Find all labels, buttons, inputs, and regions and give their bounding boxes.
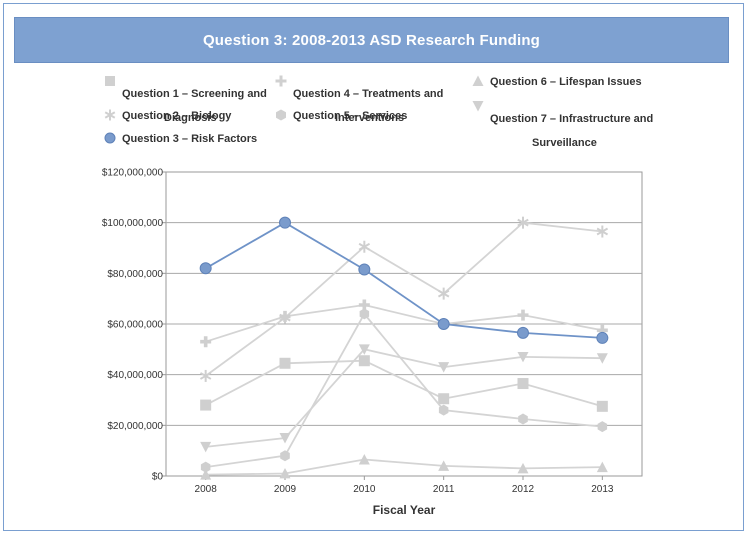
series-line xyxy=(205,221,603,339)
y-tick-label: $0 xyxy=(152,472,164,483)
data-point xyxy=(358,454,370,465)
y-tick-label: $100,000,000 xyxy=(102,218,164,229)
series-line xyxy=(205,221,603,377)
legend-q5-label: Question 5 – Services xyxy=(293,110,408,122)
chart-legend: Question 1 – Screening and Diagnosis Que… xyxy=(0,0,750,160)
circle-marker-icon xyxy=(104,132,116,144)
legend-q7-line1: Question 7 – Infrastructure and xyxy=(490,113,654,125)
data-point xyxy=(438,362,450,373)
data-point xyxy=(596,225,609,238)
triangle-up-marker-icon xyxy=(472,75,484,86)
series-line xyxy=(205,348,603,448)
data-point xyxy=(596,461,608,473)
x-tick-label: 2009 xyxy=(274,484,297,495)
legend-item-q2: Question 2 – Biology xyxy=(104,109,232,122)
chart-frame xyxy=(3,3,744,531)
legend-q1-line1: Question 1 – Screening and xyxy=(122,88,267,100)
x-axis-title: Fiscal Year xyxy=(373,503,436,517)
data-point xyxy=(358,263,371,276)
y-tick-label: $120,000,000 xyxy=(102,168,164,179)
data-point xyxy=(437,287,450,300)
data-point xyxy=(438,404,449,416)
data-point xyxy=(437,318,450,330)
y-tick-label: $20,000,000 xyxy=(107,421,163,432)
data-point xyxy=(279,310,291,322)
legend-item-q6: Question 6 – Lifespan Issues xyxy=(472,75,642,88)
data-point xyxy=(199,262,212,275)
legend-q6-label: Question 6 – Lifespan Issues xyxy=(490,76,642,88)
data-point xyxy=(280,450,290,462)
data-point xyxy=(279,467,291,479)
series-line xyxy=(205,312,603,468)
legend-q3-label: Question 3 – Risk Factors xyxy=(122,133,258,145)
data-point xyxy=(279,216,291,229)
data-point xyxy=(200,441,212,453)
data-point xyxy=(517,216,529,229)
data-point xyxy=(596,400,608,412)
data-point xyxy=(279,357,291,369)
data-point xyxy=(200,461,211,473)
data-point xyxy=(200,469,212,480)
data-point xyxy=(517,309,529,321)
legend-q7-line2: Surveillance xyxy=(532,137,597,149)
y-tick-label: $60,000,000 xyxy=(107,320,163,331)
data-point xyxy=(358,344,370,355)
data-point xyxy=(359,308,370,320)
data-point xyxy=(200,399,212,411)
x-tick-label: 2010 xyxy=(353,484,376,495)
x-tick-label: 2011 xyxy=(433,484,455,495)
x-tick-label: 2012 xyxy=(512,484,535,495)
data-point xyxy=(438,460,450,471)
data-point xyxy=(597,421,608,433)
chart-title: Question 3: 2008-2013 ASD Research Fundi… xyxy=(14,17,729,63)
y-tick-label: $40,000,000 xyxy=(107,370,163,381)
x-tick-label: 2013 xyxy=(591,484,614,495)
legend-item-q1: Question 1 – Screening and Diagnosis xyxy=(104,76,267,136)
data-point xyxy=(358,240,371,253)
legend-item-q3: Question 3 – Risk Factors xyxy=(104,132,258,145)
legend-item-q7: Question 7 – Infrastructure and Surveill… xyxy=(472,101,653,161)
asterisk-marker-icon xyxy=(104,109,116,121)
x-tick-label: 2008 xyxy=(195,484,218,495)
series-line xyxy=(205,359,603,408)
data-point xyxy=(517,351,529,363)
series-line xyxy=(205,458,603,476)
data-point xyxy=(358,355,370,367)
hexagon-marker-icon xyxy=(276,109,286,121)
data-point xyxy=(438,393,450,405)
legend-q4-line1: Question 4 – Treatments and xyxy=(293,88,444,100)
data-point xyxy=(596,324,608,336)
legend-item-q4: Question 4 – Treatments and Intervention… xyxy=(275,75,444,136)
legend-q4-line2: Interventions xyxy=(335,112,405,124)
data-point xyxy=(517,462,529,474)
chart-title-text: Question 3: 2008-2013 ASD Research Fundi… xyxy=(202,31,541,49)
data-point xyxy=(518,413,528,425)
legend-q1-line2: Diagnosis xyxy=(164,112,217,124)
legend-item-q5: Question 5 – Services xyxy=(275,109,408,122)
plus-marker-icon xyxy=(275,75,287,87)
data-point xyxy=(199,369,212,382)
data-point xyxy=(279,433,291,444)
triangle-down-marker-icon xyxy=(472,101,484,112)
data-point xyxy=(517,378,529,390)
y-tick-label: $80,000,000 xyxy=(107,269,163,280)
data-point xyxy=(596,353,608,364)
data-point xyxy=(596,331,609,344)
data-point xyxy=(358,299,370,311)
series-line xyxy=(205,304,603,343)
data-point xyxy=(517,326,529,339)
data-point xyxy=(200,336,212,348)
legend-q2-label: Question 2 – Biology xyxy=(122,110,232,122)
square-marker-icon xyxy=(105,76,115,86)
